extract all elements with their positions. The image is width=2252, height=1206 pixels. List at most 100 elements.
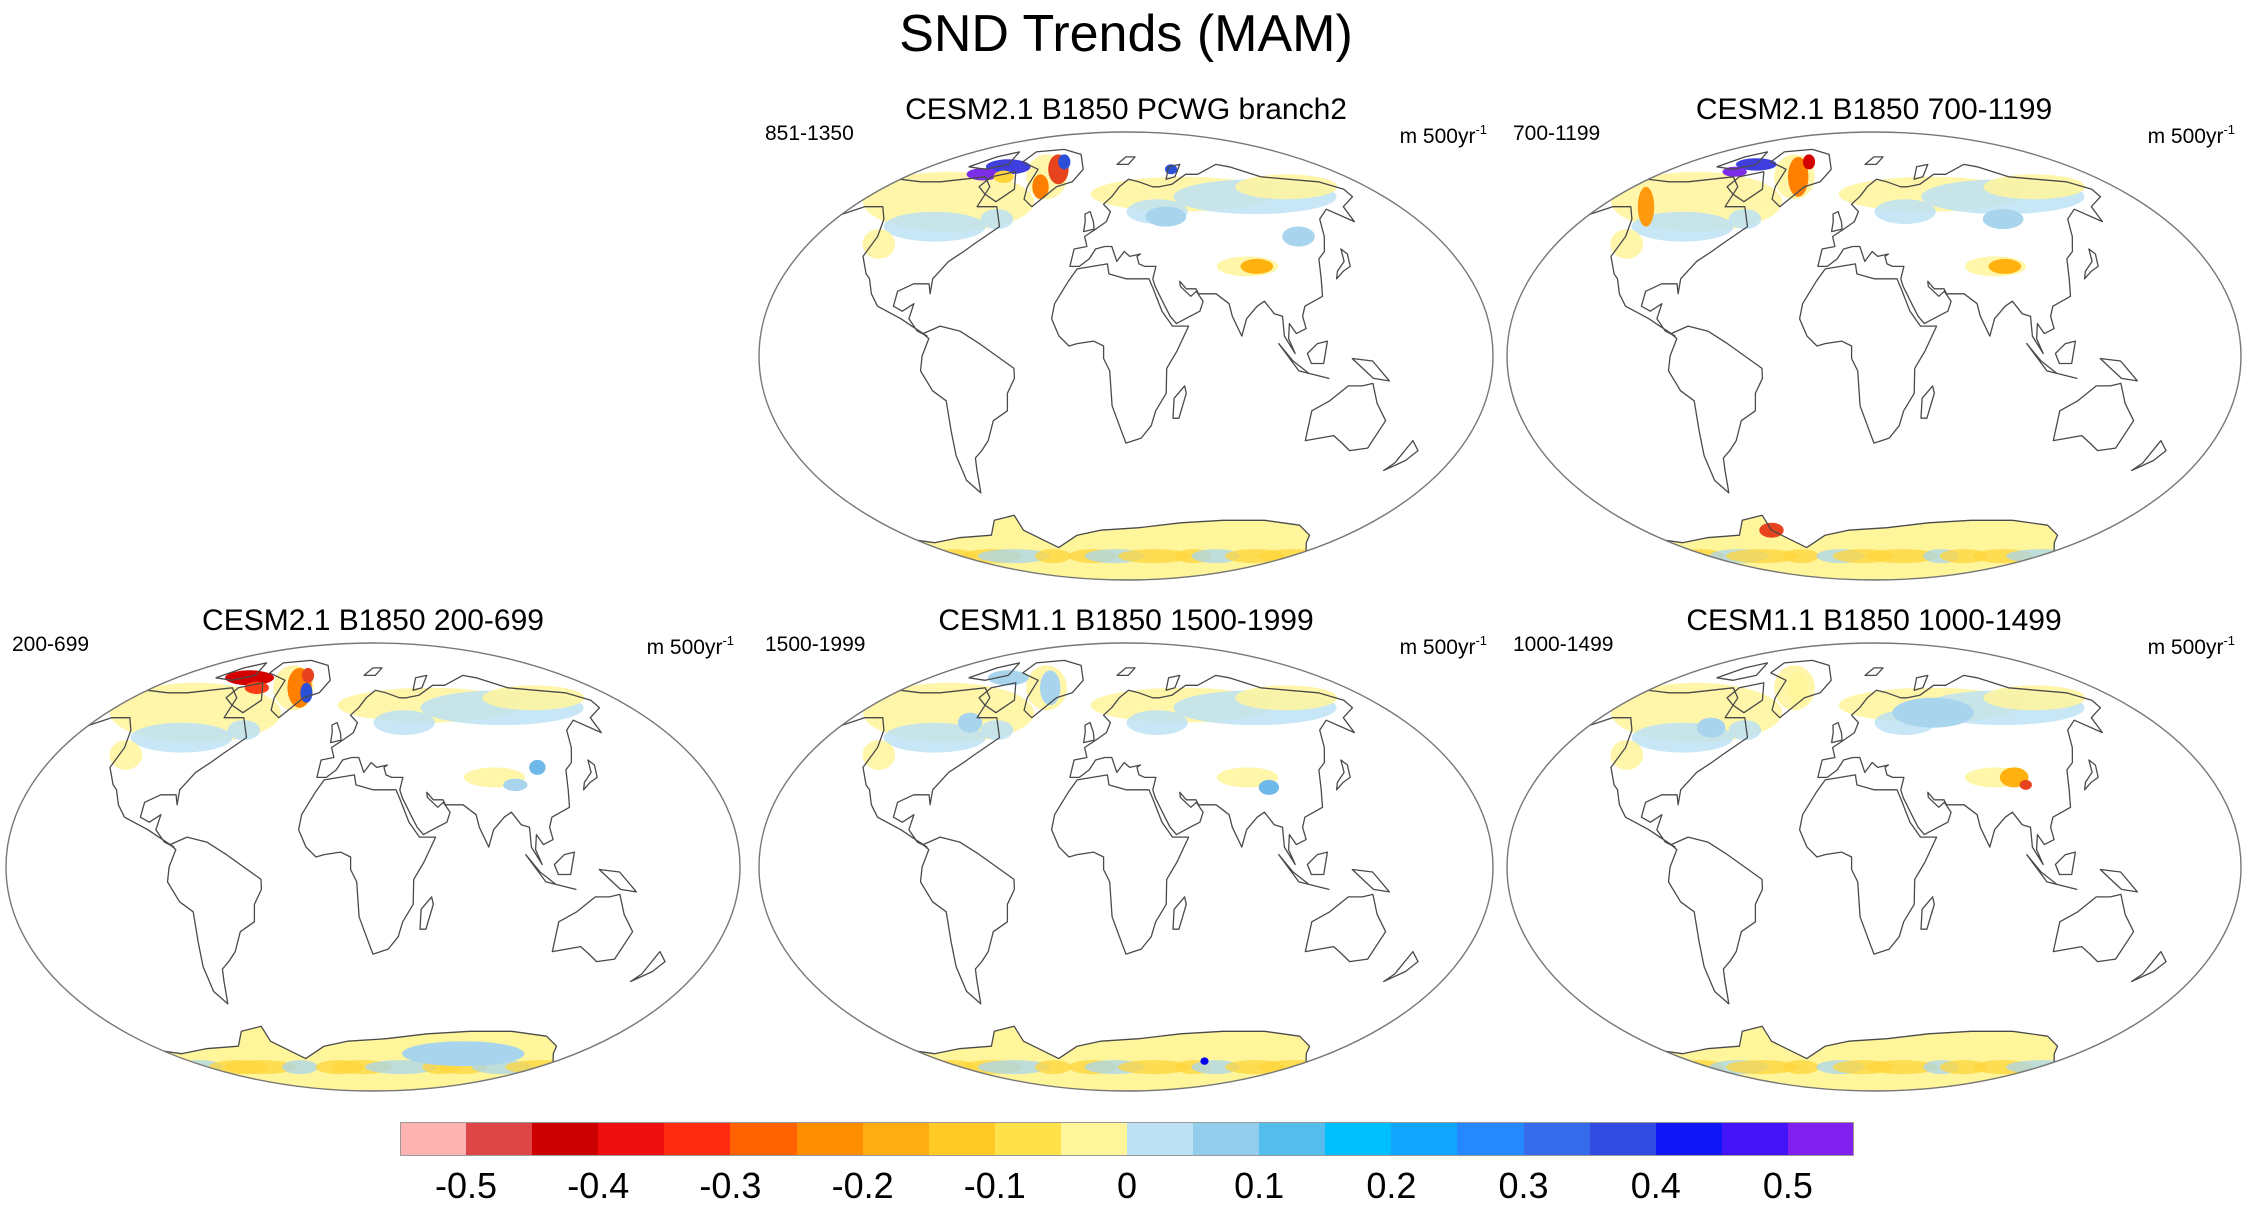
- snow-trend-region: [883, 211, 986, 242]
- antarctica-trend-patch: [1035, 1060, 1072, 1075]
- antarctica-trend-patch: [1939, 549, 1988, 564]
- antarctica-snow: [1629, 515, 2058, 580]
- antarctica-trend-patch: [1258, 1060, 1331, 1075]
- panel-title: CESM2.1 B1850 700-1199: [1695, 93, 2053, 126]
- colorbar-box: [1193, 1122, 1260, 1156]
- colorbar-tick-label: -0.3: [699, 1165, 762, 1206]
- colorbar-box: [1391, 1122, 1458, 1156]
- trend-anomaly: [1200, 1057, 1209, 1065]
- antarctica-trend-patch: [1642, 549, 1679, 564]
- trend-anomaly: [1892, 697, 1974, 728]
- antarctica-trend-patch: [1939, 1060, 1988, 1075]
- panel-title: CESM1.1 B1850 1000-1499: [1686, 604, 2062, 637]
- panel-period-label: 200-699: [12, 633, 90, 656]
- world-map: [1506, 642, 2242, 1092]
- greenland-coastline: [1770, 659, 1832, 719]
- snow-trend-region: [1235, 174, 1338, 200]
- africa-coastline: [1050, 774, 1190, 955]
- new-zealand-coastline: [2130, 439, 2167, 472]
- colorbar-box: [1523, 1122, 1591, 1156]
- madagascar-coastline: [419, 896, 434, 930]
- trend-anomaly: [1637, 186, 1655, 227]
- indonesia-coastline: [1278, 342, 1330, 380]
- colorbar-box: [664, 1122, 731, 1156]
- antarctica-trend-patch: [365, 1060, 437, 1075]
- colorbar-box: [1060, 1122, 1128, 1156]
- colorbar: [400, 1122, 1855, 1156]
- baffin-island-coastline: [978, 171, 1017, 203]
- panel-units-label: m 500yr-1: [2147, 633, 2235, 659]
- snow-trend-region: [1610, 740, 1644, 770]
- colorbar-tick-label: 0.1: [1234, 1165, 1285, 1206]
- trend-anomaly: [1145, 206, 1187, 227]
- svalbard-coastline: [1864, 156, 1884, 166]
- africa-coastline: [1798, 263, 1938, 444]
- antarctica-trend-patch: [1258, 549, 1331, 564]
- panel-title: CESM1.1 B1850 1500-1999: [938, 604, 1314, 637]
- arctic-islands-coastline: [1716, 662, 1769, 681]
- australia-coastline: [2052, 382, 2135, 452]
- british-isles-coastline: [329, 721, 342, 744]
- antarctica-trend-patch: [1725, 549, 1798, 564]
- novaya-zemlya-coastline: [1913, 163, 1929, 180]
- british-isles-coastline: [1830, 721, 1843, 744]
- british-isles-coastline: [1082, 210, 1095, 233]
- japan-coastline: [1335, 248, 1351, 280]
- eurasia-coastline: [316, 674, 603, 866]
- snow-trend-region: [1631, 211, 1734, 242]
- new-guinea-coastline: [598, 868, 638, 893]
- trend-anomaly: [1282, 226, 1315, 247]
- greenland-coastline: [1022, 659, 1084, 719]
- trend-anomaly: [957, 712, 983, 733]
- snow-trend-region: [883, 722, 986, 753]
- colorbar-tick-label: 0: [1116, 1165, 1138, 1206]
- antarctica-trend-patch: [1035, 549, 1072, 564]
- colorbar-box: [532, 1122, 599, 1156]
- colorbar-box: [1787, 1122, 1855, 1156]
- arctic-islands-coastline: [1716, 151, 1769, 170]
- map-border: [758, 131, 1494, 581]
- snow-trend-region: [109, 740, 143, 770]
- world-map: [1506, 131, 2242, 581]
- new-guinea-coastline: [2099, 357, 2139, 382]
- colorbar-box: [466, 1122, 533, 1156]
- antarctica-coastline: [127, 1025, 558, 1091]
- borneo-coastline: [1306, 340, 1329, 365]
- north-america-coastline: [826, 176, 1001, 337]
- trend-anomaly: [301, 667, 315, 683]
- trend-anomaly: [503, 778, 528, 792]
- panel-period-label: 851-1350: [765, 122, 854, 145]
- snow-trend-region: [980, 720, 1014, 741]
- panel-title: CESM2.1 B1850 PCWG branch2: [905, 93, 1347, 126]
- antarctica-trend-patch: [141, 1060, 178, 1075]
- antarctica-trend-patch: [224, 1060, 297, 1075]
- map-panel-1500-1999: CESM1.1 B1850 1500-1999 1500-1999 m 500y…: [757, 603, 1495, 1093]
- australia-coastline: [551, 893, 634, 963]
- panel-units-label: m 500yr-1: [1399, 633, 1487, 659]
- arctic-islands-coastline: [968, 662, 1021, 681]
- trend-anomaly: [1258, 779, 1280, 795]
- snow-trend-region: [862, 740, 896, 770]
- antarctica-coastline: [1628, 514, 2059, 580]
- snow-trend-region: [373, 710, 435, 735]
- snow-trend-region: [130, 722, 233, 753]
- antarctica-trend-patch: [2006, 1060, 2079, 1075]
- australia-coastline: [1304, 893, 1387, 963]
- antarctica-trend-patch: [2006, 549, 2079, 564]
- colorbar-box: [1589, 1122, 1657, 1156]
- snow-trend-region: [1126, 710, 1188, 735]
- map-panel-1000-1499: CESM1.1 B1850 1000-1499 1000-1499 m 500y…: [1505, 603, 2243, 1093]
- north-america-coastline: [1574, 176, 1749, 337]
- map-panel-200-699: CESM2.1 B1850 200-699 200-699 m 500yr-1: [4, 603, 742, 1093]
- borneo-coastline: [2054, 851, 2077, 876]
- colorbar-box: [1259, 1122, 1326, 1156]
- antarctica-coastline: [880, 1025, 1311, 1091]
- trend-anomaly: [1040, 670, 1061, 706]
- madagascar-coastline: [1920, 896, 1935, 930]
- eurasia-coastline: [1817, 674, 2104, 866]
- new-zealand-coastline: [1382, 439, 1419, 472]
- trend-anomaly: [1988, 258, 2022, 274]
- antarctica-snow: [1629, 1026, 2058, 1091]
- antarctica-trend-patch: [977, 1060, 1050, 1075]
- map-border: [1506, 642, 2242, 1092]
